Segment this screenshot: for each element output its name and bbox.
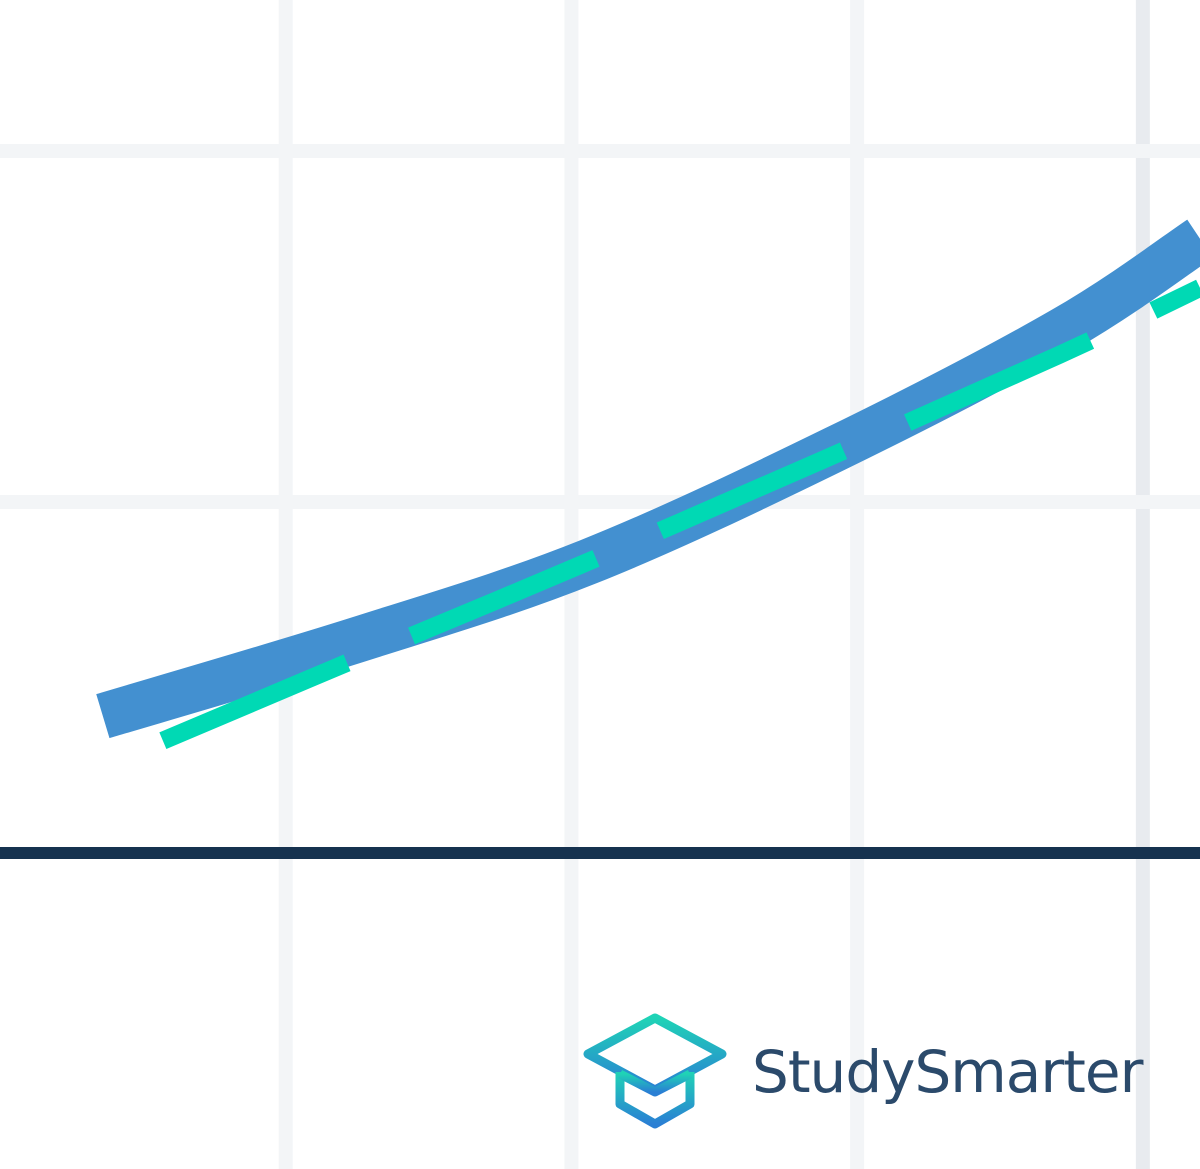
solid-series-line: [96, 219, 1200, 739]
dashed-series-line: [159, 279, 1200, 750]
logo-text: StudySmarter: [752, 1038, 1143, 1106]
logo-cube-icon: [583, 1013, 727, 1129]
studysmarter-logo: StudySmarter: [580, 1012, 1143, 1132]
